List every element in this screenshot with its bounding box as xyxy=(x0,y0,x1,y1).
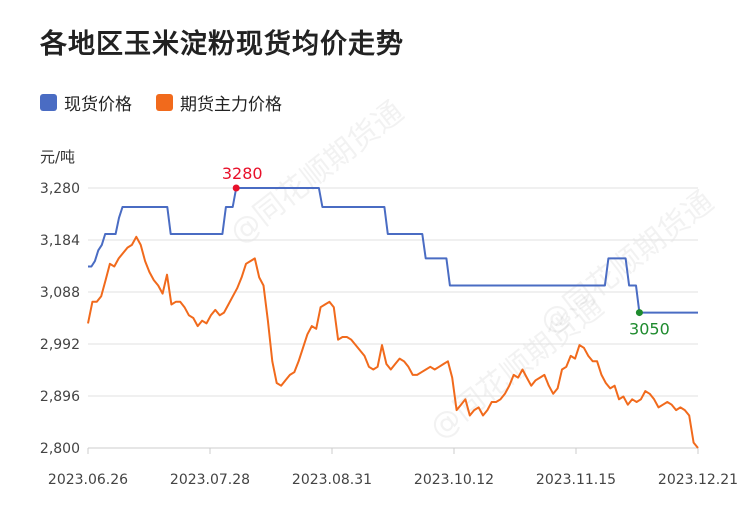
legend-item-futures[interactable]: 期货主力价格 xyxy=(156,90,282,115)
max-point xyxy=(232,184,240,192)
legend-label-spot: 现货价格 xyxy=(64,95,132,115)
y-tick-label: 3,280 xyxy=(40,181,80,197)
x-tick-label: 2023.12.21 xyxy=(658,472,738,488)
series-lines xyxy=(87,187,699,449)
chart-title: 各地区玉米淀粉现货均价走势 xyxy=(40,29,404,60)
y-tick-label: 2,992 xyxy=(40,337,80,353)
y-tick-label: 2,896 xyxy=(40,389,80,405)
legend: 现货价格 期货主力价格 xyxy=(40,90,306,115)
y-tick-label: 2,800 xyxy=(40,441,80,457)
min-point xyxy=(635,309,643,317)
x-tick-label: 2023.11.15 xyxy=(536,472,616,488)
min-label: 3050 xyxy=(629,320,670,339)
max-label: 3280 xyxy=(222,164,263,183)
x-tick-label: 2023.08.31 xyxy=(292,472,372,488)
y-axis-unit: 元/吨 xyxy=(40,148,76,166)
legend-swatch-futures xyxy=(156,94,173,111)
y-tick-label: 3,184 xyxy=(40,233,80,249)
grid-lines xyxy=(88,187,698,449)
series-line-1 xyxy=(87,235,699,449)
x-tick-label: 2023.06.26 xyxy=(48,472,128,488)
y-tick-label: 3,088 xyxy=(40,285,80,301)
y-tick-labels: 2,800 2,896 2,992 3,088 3,184 3,280 xyxy=(40,181,80,457)
x-tick-labels: 2023.06.26 2023.07.28 2023.08.31 2023.10.12… xyxy=(48,448,738,488)
legend-item-spot[interactable]: 现货价格 xyxy=(40,90,132,115)
series-line-0 xyxy=(88,187,698,314)
annotation-marks: 3280 3050 xyxy=(222,164,670,339)
x-tick-label: 2023.07.28 xyxy=(170,472,250,488)
legend-swatch-spot xyxy=(40,94,57,111)
watermarks: @同花顺期货通@同花顺期货通@同花顺期货通 xyxy=(223,94,720,446)
x-tick-label: 2023.10.12 xyxy=(414,472,494,488)
legend-label-futures: 期货主力价格 xyxy=(180,95,282,115)
